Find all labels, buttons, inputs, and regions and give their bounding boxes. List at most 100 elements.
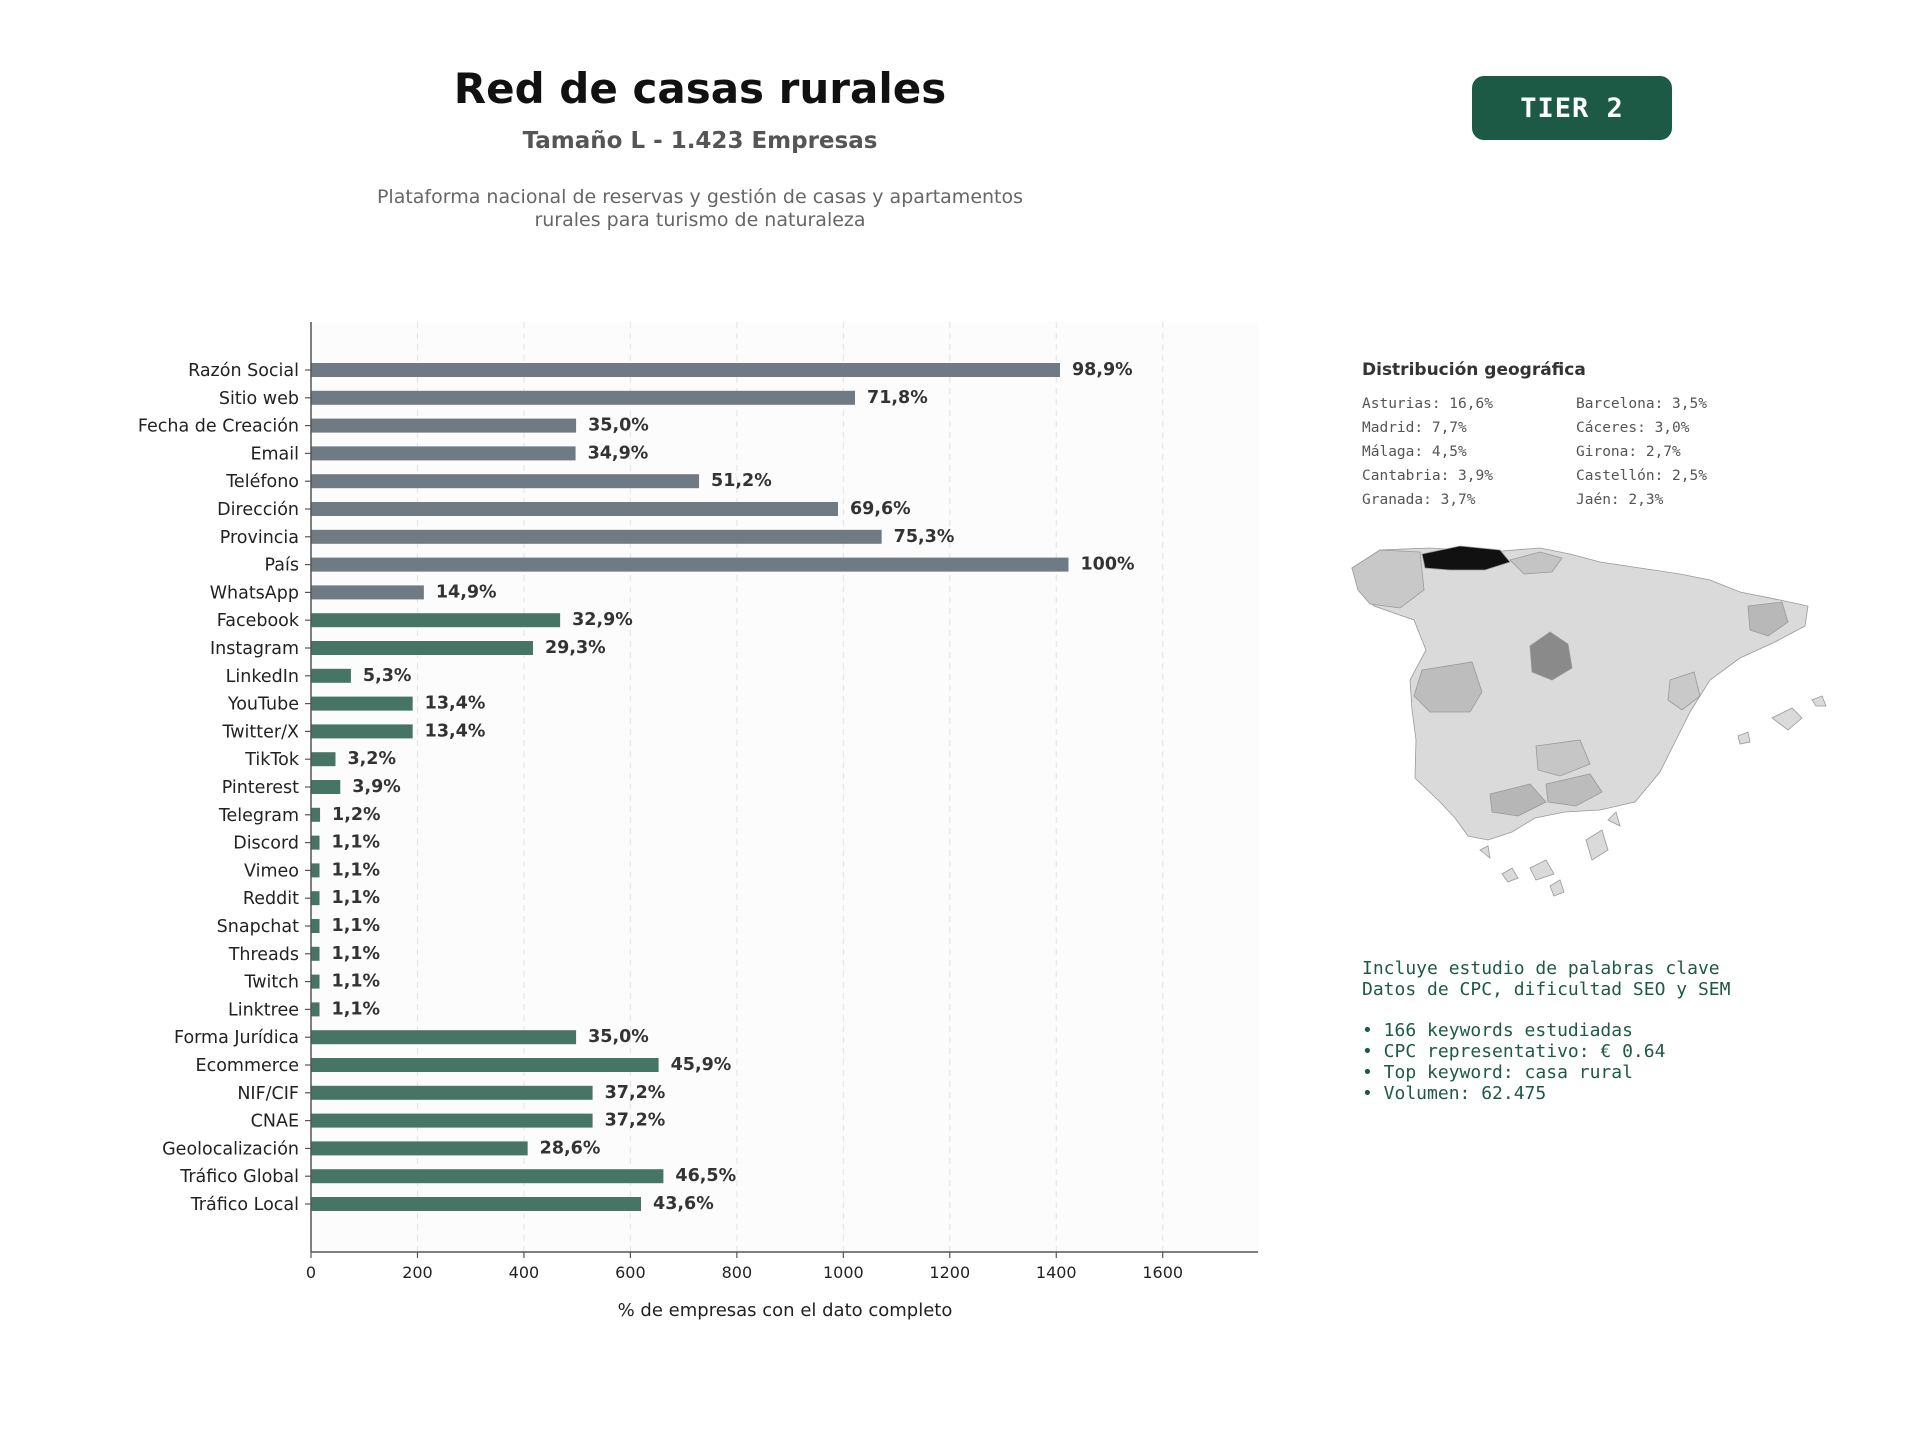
bar xyxy=(311,919,320,933)
x-axis-label: % de empresas con el dato completo xyxy=(618,1300,953,1321)
bar xyxy=(311,641,533,655)
category-label: Tráfico Global xyxy=(179,1167,299,1187)
map-region-malaga xyxy=(1489,783,1547,817)
bar-value-label: 13,4% xyxy=(425,721,486,741)
geo-item: Castellón: 2,5% xyxy=(1576,468,1707,484)
keywords-panel: Incluye estudio de palabras clave Datos … xyxy=(1362,958,1902,1104)
category-label: Geolocalización xyxy=(162,1139,299,1159)
category-label: NIF/CIF xyxy=(237,1084,299,1104)
bar-value-label: 35,0% xyxy=(588,416,649,436)
map-region-jaen xyxy=(1535,739,1591,777)
bar-value-label: 1,1% xyxy=(332,944,381,964)
map-region-granada xyxy=(1545,773,1603,807)
bar-value-label: 37,2% xyxy=(605,1083,666,1103)
category-label: LinkedIn xyxy=(226,667,299,687)
map-region-barcelona xyxy=(1747,601,1789,637)
map-region-canary xyxy=(1501,867,1519,883)
bar-value-label: 45,9% xyxy=(671,1055,732,1075)
category-label: Provincia xyxy=(220,528,299,548)
page-title: Red de casas rurales xyxy=(453,64,947,113)
geo-item: Girona: 2,7% xyxy=(1576,444,1681,460)
bars: Razón Social 98,9% Sitio web 71,8% Fecha de … xyxy=(138,360,1135,1215)
bar-value-label: 43,6% xyxy=(653,1194,714,1214)
category-label: Reddit xyxy=(243,889,299,909)
geo-item: Barcelona: 3,5% xyxy=(1576,396,1707,412)
bar xyxy=(311,1141,528,1156)
category-label: Snapchat xyxy=(217,917,299,937)
map-region-canary xyxy=(1529,859,1555,881)
category-label: WhatsApp xyxy=(210,583,299,603)
category-label: Forma Jurídica xyxy=(174,1028,299,1048)
bar xyxy=(311,974,320,989)
x-tick-label: 1200 xyxy=(929,1263,970,1282)
category-label: Twitch xyxy=(243,973,299,993)
bar-value-label: 69,6% xyxy=(850,499,911,519)
keyword-bullet: • 166 keywords estudiadas xyxy=(1362,1020,1633,1041)
bar-value-label: 34,9% xyxy=(588,443,649,463)
bar xyxy=(311,1058,659,1072)
bar xyxy=(311,529,882,544)
keyword-bullet: • CPC representativo: € 0.64 xyxy=(1362,1041,1666,1062)
geo-item: Jaén: 2,3% xyxy=(1576,492,1664,508)
bar xyxy=(311,807,321,822)
category-label: Ecommerce xyxy=(196,1056,299,1076)
category-label: Vimeo xyxy=(244,861,299,881)
bar-value-label: 46,5% xyxy=(675,1166,736,1186)
geo-item: Cáceres: 3,0% xyxy=(1576,420,1690,436)
x-tick-label: 400 xyxy=(509,1263,540,1282)
keyword-bullet: • Top keyword: casa rural xyxy=(1362,1062,1633,1083)
bar xyxy=(311,557,1069,572)
x-tick-label: 800 xyxy=(722,1263,753,1282)
map-region-balearic xyxy=(1737,731,1751,745)
bar xyxy=(311,863,320,878)
bar xyxy=(311,474,700,489)
geo-item: Cantabria: 3,9% xyxy=(1362,468,1493,484)
bar-value-label: 1,1% xyxy=(332,888,381,908)
bar-value-label: 51,2% xyxy=(711,471,772,491)
bar xyxy=(311,363,1060,377)
bar xyxy=(311,1030,577,1045)
bar-value-label: 32,9% xyxy=(572,610,633,630)
map-region-canary xyxy=(1479,845,1491,859)
bar xyxy=(311,446,576,461)
spain-map xyxy=(1351,545,1827,897)
geo-item: Málaga: 4,5% xyxy=(1362,444,1467,460)
bar xyxy=(311,724,413,739)
category-label: Dirección xyxy=(217,500,299,520)
category-label: Pinterest xyxy=(222,778,299,798)
category-label: Threads xyxy=(228,945,299,965)
bar-value-label: 3,9% xyxy=(352,777,401,797)
geo-list: Asturias: 16,6% Barcelona: 3,5% Madrid: … xyxy=(1362,396,1882,508)
x-tick-label: 600 xyxy=(615,1263,646,1282)
bar-value-label: 29,3% xyxy=(545,638,606,658)
keywords-line-2: Datos de CPC, dificultad SEO y SEM xyxy=(1362,979,1731,1000)
category-label: CNAE xyxy=(251,1112,299,1132)
keywords-line-1: Incluye estudio de palabras clave xyxy=(1362,958,1720,979)
keywords-list: • 166 keywords estudiadas • CPC represen… xyxy=(1362,1020,1902,1104)
category-label: Facebook xyxy=(217,611,300,631)
x-tick-label: 1600 xyxy=(1142,1263,1183,1282)
geo-item: Granada: 3,7% xyxy=(1362,492,1476,508)
category-label: Instagram xyxy=(210,639,299,659)
map-region-canary xyxy=(1549,879,1565,897)
geo-item: Asturias: 16,6% xyxy=(1362,396,1493,412)
bar-value-label: 37,2% xyxy=(605,1111,666,1131)
bar-value-label: 71,8% xyxy=(867,388,928,408)
category-label: Fecha de Creación xyxy=(138,417,299,437)
category-label: Razón Social xyxy=(188,361,299,381)
bar xyxy=(311,835,320,850)
bar-value-label: 1,2% xyxy=(332,805,381,825)
geo-item: Madrid: 7,7% xyxy=(1362,420,1467,436)
category-label: Email xyxy=(250,444,299,464)
bar-value-label: 75,3% xyxy=(894,527,955,547)
map-region-balearic xyxy=(1771,707,1803,731)
category-label: País xyxy=(265,556,299,576)
category-label: Teléfono xyxy=(225,472,299,492)
x-tick-label: 200 xyxy=(402,1263,433,1282)
x-tick-label: 0 xyxy=(306,1263,316,1282)
category-label: Discord xyxy=(233,834,299,854)
category-label: Linktree xyxy=(228,1000,299,1020)
page-description: Plataforma nacional de reservas y gestió… xyxy=(300,186,1100,232)
category-label: Sitio web xyxy=(219,389,299,409)
bar-value-label: 98,9% xyxy=(1072,360,1133,380)
